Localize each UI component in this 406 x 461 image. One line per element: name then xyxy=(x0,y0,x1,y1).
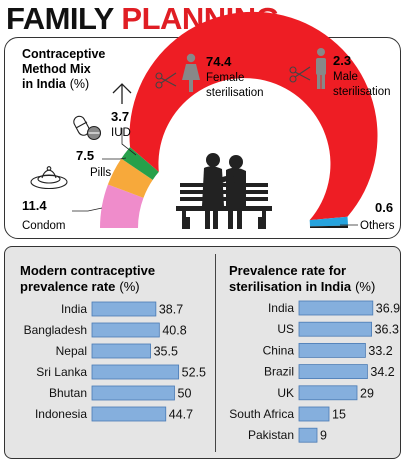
donut-title-line-2: Method Mix xyxy=(22,62,91,76)
bar-value-us: 36.3 xyxy=(375,323,399,337)
bar-category-india: India xyxy=(268,301,294,315)
male-sterilisation-value: 2.3 xyxy=(333,53,351,68)
pills-icon xyxy=(73,115,102,141)
iud-label: IUD xyxy=(111,127,131,139)
bar-sri-lanka xyxy=(91,364,180,380)
bar-category-bangladesh: Bangladesh xyxy=(24,323,87,337)
bar-category-china: China xyxy=(263,343,295,357)
male-sterilisation-label-1: Male xyxy=(333,71,358,83)
others-value: 0.6 xyxy=(375,200,393,215)
left-chart-title-line-2-text: prevalence rate xyxy=(20,279,115,294)
bar-value-indonesia: 44.7 xyxy=(169,408,193,422)
leader-lines xyxy=(72,128,358,226)
donut-slice-male-sterilisation xyxy=(309,216,348,227)
left-bar-chart: India 38.7 Bangladesh 40.8 Nepal 35.5 Sri Lank… xyxy=(24,301,206,422)
female-sterilisation-value: 74.4 xyxy=(206,54,232,69)
bar-category-indonesia: Indonesia xyxy=(35,407,87,421)
title-word-family: FAMILY xyxy=(6,1,114,36)
bar-category-sri-lanka: Sri Lanka xyxy=(36,365,87,379)
donut-title-line-1: Contraceptive xyxy=(22,47,105,61)
donut-slice-pills xyxy=(107,158,153,198)
right-chart-title-line-2-text: sterilisation in India xyxy=(229,279,352,294)
bar-china xyxy=(298,342,366,358)
bar-category-nepal: Nepal xyxy=(56,344,87,358)
bar-indonesia xyxy=(91,406,167,422)
bar-category-brazil: Brazil xyxy=(264,365,294,379)
right-chart-title-unit: (%) xyxy=(355,279,375,294)
panel-divider xyxy=(215,254,216,452)
female-sterilisation-label-1: Female xyxy=(206,72,244,84)
bar-value-bangladesh: 40.8 xyxy=(162,324,186,338)
leader-line-pills xyxy=(102,157,127,160)
bar-value-india: 36.9 xyxy=(376,302,400,316)
donut-chart xyxy=(100,11,378,228)
leader-line-iud xyxy=(121,128,137,156)
donut-slice-iud xyxy=(121,147,159,180)
bar-category-pakistan: Pakistan xyxy=(248,428,294,442)
female-sterilisation-label-2: sterilisation xyxy=(206,87,264,99)
others-label: Others xyxy=(360,220,395,232)
bar-value-sri-lanka: 52.5 xyxy=(182,366,206,380)
bar-category-uk: UK xyxy=(277,386,294,400)
bar-value-brazil: 34.2 xyxy=(370,365,394,379)
right-chart-title-line-1: Prevalence rate for xyxy=(229,263,346,278)
donut-slice-female-sterilisation xyxy=(129,11,378,221)
leader-line-condom xyxy=(72,207,103,212)
donut-title-line-3-text: in India xyxy=(22,77,67,91)
bar-category-south-africa: South Africa xyxy=(229,407,294,421)
iud-value: 3.7 xyxy=(111,109,129,124)
bar-category-us: US xyxy=(277,322,294,336)
female-sterilisation-icon xyxy=(155,53,200,92)
bar-value-china: 33.2 xyxy=(368,344,392,358)
condom-icon xyxy=(30,166,68,190)
bar-value-bhutan: 50 xyxy=(178,387,192,401)
bar-value-pakistan: 9 xyxy=(320,429,327,443)
iud-icon xyxy=(112,83,132,104)
bar-brazil xyxy=(298,364,368,380)
bar-south-africa xyxy=(298,406,330,422)
left-chart-title-line-1: Modern contraceptive xyxy=(20,263,155,278)
bar-pakistan xyxy=(298,427,318,443)
right-chart-title-line-2: sterilisation in India (%) xyxy=(229,279,375,294)
bar-us xyxy=(298,321,372,337)
donut-title-line-3: in India (%) xyxy=(22,77,89,91)
bar-value-uk: 29 xyxy=(360,386,374,400)
male-sterilisation-label-2: sterilisation xyxy=(333,86,391,98)
couple-on-bench-icon xyxy=(176,153,272,229)
bar-india xyxy=(91,301,157,317)
condom-value: 11.4 xyxy=(22,198,47,213)
donut-title-unit: (%) xyxy=(70,77,89,91)
right-bar-chart: India 36.9 US 36.3 China 33.2 Brazil 34.2 UK 29 So… xyxy=(229,300,400,443)
bar-value-india: 38.7 xyxy=(159,303,183,317)
male-sterilisation-icon xyxy=(289,48,326,89)
bar-bhutan xyxy=(91,385,175,401)
pills-label: Pills xyxy=(90,167,111,179)
bar-category-india: India xyxy=(61,302,87,316)
bar-category-bhutan: Bhutan xyxy=(49,386,87,400)
bar-nepal xyxy=(91,343,151,359)
bar-bangladesh xyxy=(91,322,160,338)
bar-india xyxy=(298,300,374,316)
bar-value-nepal: 35.5 xyxy=(154,345,178,359)
donut-slice-condom xyxy=(100,184,144,228)
left-chart-title-line-2: prevalence rate (%) xyxy=(20,279,140,294)
condom-label: Condom xyxy=(22,220,65,232)
pills-value: 7.5 xyxy=(76,148,94,163)
left-chart-title-unit: (%) xyxy=(119,279,139,294)
donut-slice-others xyxy=(309,225,348,228)
bar-uk xyxy=(298,385,358,401)
bar-value-south-africa: 15 xyxy=(332,408,346,422)
